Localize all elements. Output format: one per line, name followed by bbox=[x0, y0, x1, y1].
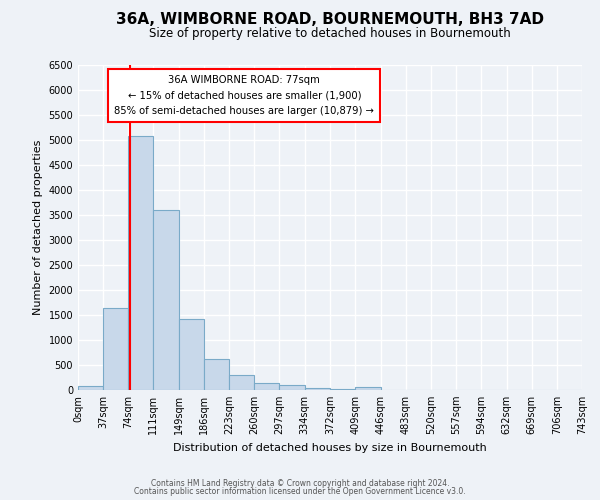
Bar bbox=[103, 308, 128, 390]
Bar bbox=[280, 385, 305, 390]
Y-axis label: Number of detached properties: Number of detached properties bbox=[33, 140, 43, 315]
Bar bbox=[153, 210, 179, 390]
Text: Contains HM Land Registry data © Crown copyright and database right 2024.: Contains HM Land Registry data © Crown c… bbox=[151, 478, 449, 488]
X-axis label: Distribution of detached houses by size in Bournemouth: Distribution of detached houses by size … bbox=[173, 442, 487, 452]
Text: Contains public sector information licensed under the Open Government Licence v3: Contains public sector information licen… bbox=[134, 487, 466, 496]
Bar bbox=[229, 375, 254, 390]
Text: 36A WIMBORNE ROAD: 77sqm
← 15% of detached houses are smaller (1,900)
85% of sem: 36A WIMBORNE ROAD: 77sqm ← 15% of detach… bbox=[115, 74, 374, 116]
Bar bbox=[355, 387, 380, 390]
Bar bbox=[128, 136, 153, 390]
Bar bbox=[179, 319, 204, 390]
Bar bbox=[78, 386, 103, 390]
Bar bbox=[331, 389, 355, 390]
Bar bbox=[204, 359, 229, 390]
Bar bbox=[254, 383, 280, 390]
Text: 36A, WIMBORNE ROAD, BOURNEMOUTH, BH3 7AD: 36A, WIMBORNE ROAD, BOURNEMOUTH, BH3 7AD bbox=[116, 12, 544, 28]
Bar bbox=[305, 388, 331, 390]
Text: Size of property relative to detached houses in Bournemouth: Size of property relative to detached ho… bbox=[149, 28, 511, 40]
